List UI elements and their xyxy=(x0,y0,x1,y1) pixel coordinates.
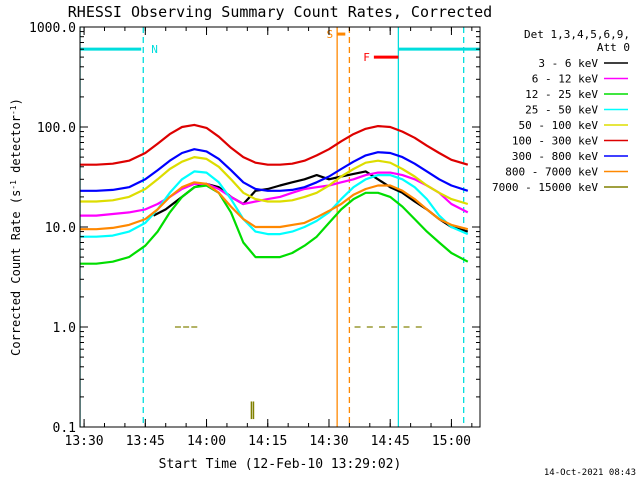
legend-label: 3 - 6 keV xyxy=(538,57,598,70)
x-tick-label: 13:30 xyxy=(65,434,104,449)
series-line-8 xyxy=(80,181,469,231)
legend: Det 1,3,4,5,6,9, Att 0 3 - 6 keV 6 - 12 k… xyxy=(492,28,630,194)
y-label-part1: Corrected Count Rate (s xyxy=(9,190,23,356)
y-label-sup2: -1 xyxy=(9,105,18,115)
annotation-label-s: S xyxy=(327,28,334,41)
legend-label: 300 - 800 keV xyxy=(512,150,598,163)
legend-label: 800 - 7000 keV xyxy=(505,166,598,179)
x-axis-label: Start Time (12-Feb-10 13:29:02) xyxy=(159,457,402,472)
y-tick-label: 10.0 xyxy=(45,221,76,236)
legend-label: 100 - 300 keV xyxy=(512,135,598,148)
x-tick-label: 14:45 xyxy=(371,434,410,449)
series-line-3 xyxy=(80,184,469,265)
y-axis-label: Corrected Count Rate (s-1 detector-1) xyxy=(9,98,24,356)
series-line-7 xyxy=(80,148,469,192)
y-label-part3: ) xyxy=(9,98,23,105)
legend-label: 12 - 25 keV xyxy=(525,88,598,101)
y-label-sup1: -1 xyxy=(9,180,18,190)
chart-title: RHESSI Observing Summary Count Rates, Co… xyxy=(68,3,492,21)
y-tick-label: 1000.0 xyxy=(29,21,76,36)
annotation-label-f: F xyxy=(363,51,370,64)
y-tick-label: 0.1 xyxy=(53,421,76,436)
legend-label: 50 - 100 keV xyxy=(519,119,599,132)
legend-label: 7000 - 15000 keV xyxy=(492,181,598,194)
legend-header-1: Det 1,3,4,5,6,9, xyxy=(524,28,630,41)
series-line-2 xyxy=(80,171,469,217)
y-label-part2: detector xyxy=(9,115,23,180)
y-tick-label: 1.0 xyxy=(53,321,76,336)
x-tick-label: 14:00 xyxy=(187,434,226,449)
x-tick-label: 15:00 xyxy=(432,434,471,449)
x-tick-label: 14:30 xyxy=(309,434,348,449)
x-tick-label: 14:15 xyxy=(248,434,287,449)
legend-header-2: Att 0 xyxy=(597,41,630,54)
series-line-5 xyxy=(80,156,469,206)
footer-timestamp: 14-Oct-2021 08:43 xyxy=(544,468,636,478)
legend-label: 25 - 50 keV xyxy=(525,104,598,117)
y-tick-label: 100.0 xyxy=(37,121,76,136)
x-tick-label: 13:45 xyxy=(126,434,165,449)
legend-label: 6 - 12 keV xyxy=(532,73,599,86)
annotation-label-n: N xyxy=(151,43,158,56)
series-line-6 xyxy=(80,123,469,166)
